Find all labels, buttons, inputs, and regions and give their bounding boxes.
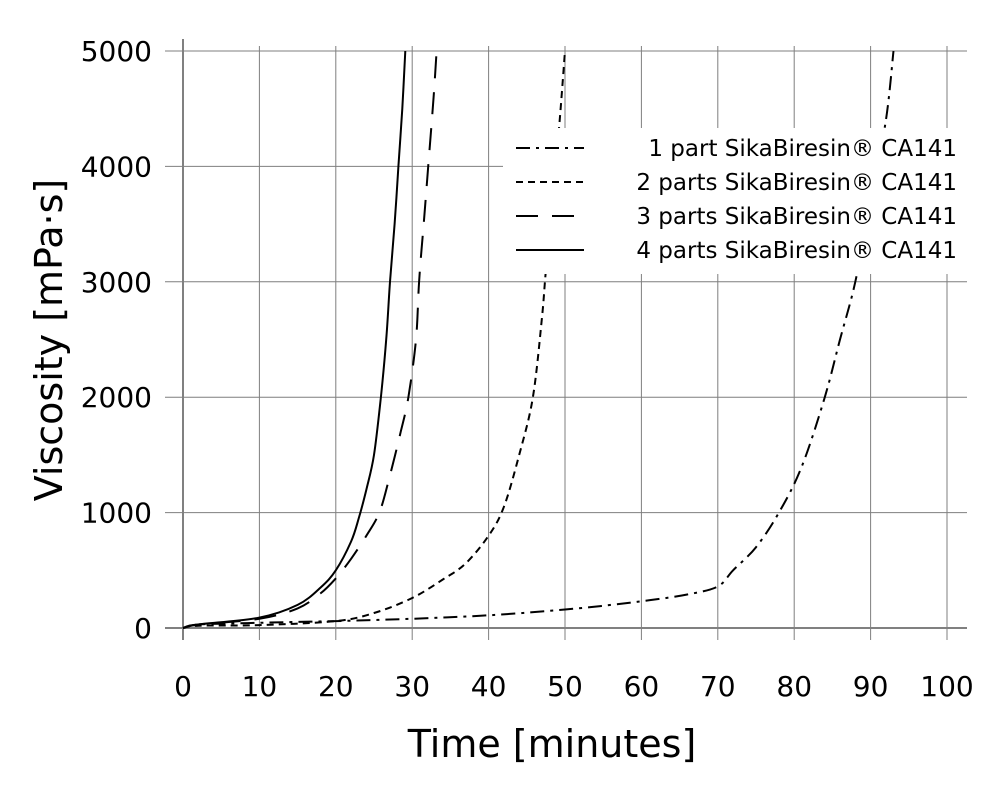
y-tick-label: 4000 [81,150,152,183]
x-tick-label: 20 [318,670,354,703]
legend-label-1: 1 part SikaBiresin® CA141 [648,136,957,162]
y-tick-label: 5000 [81,35,152,68]
series-line-2 [182,50,566,629]
series-line-3 [182,50,438,629]
x-tick-label: 50 [547,670,583,703]
axes [165,39,967,640]
x-tick-label: 0 [174,670,192,703]
legend-label-4: 4 parts SikaBiresin® CA141 [636,238,957,264]
legend-label-2: 2 parts SikaBiresin® CA141 [636,170,957,196]
y-tick-label: 1000 [81,497,152,530]
x-tick-label: 100 [920,670,973,703]
x-tick-label: 60 [624,670,660,703]
x-tick-labels: 0 10 20 30 40 50 60 70 80 90 100 [174,670,974,703]
x-axis-title: Time [minutes] [407,722,697,766]
data-series [182,50,895,629]
y-tick-label: 3000 [81,266,152,299]
x-tick-label: 70 [700,670,736,703]
x-tick-label: 40 [471,670,507,703]
x-tick-label: 10 [242,670,278,703]
y-tick-label: 2000 [81,381,152,414]
x-tick-label: 90 [853,670,889,703]
x-tick-label: 30 [394,670,430,703]
y-tick-label: 0 [134,612,152,645]
series-line-4 [182,50,407,629]
y-axis-title: Viscosity [mPa·s] [27,179,71,502]
series-line-1 [182,50,895,629]
legend-label-3: 3 parts SikaBiresin® CA141 [636,204,957,230]
x-tick-label: 80 [776,670,812,703]
legend: 1 part SikaBiresin® CA141 2 parts SikaBir… [503,128,967,274]
y-tick-labels: 0 1000 2000 3000 4000 5000 [81,35,152,645]
